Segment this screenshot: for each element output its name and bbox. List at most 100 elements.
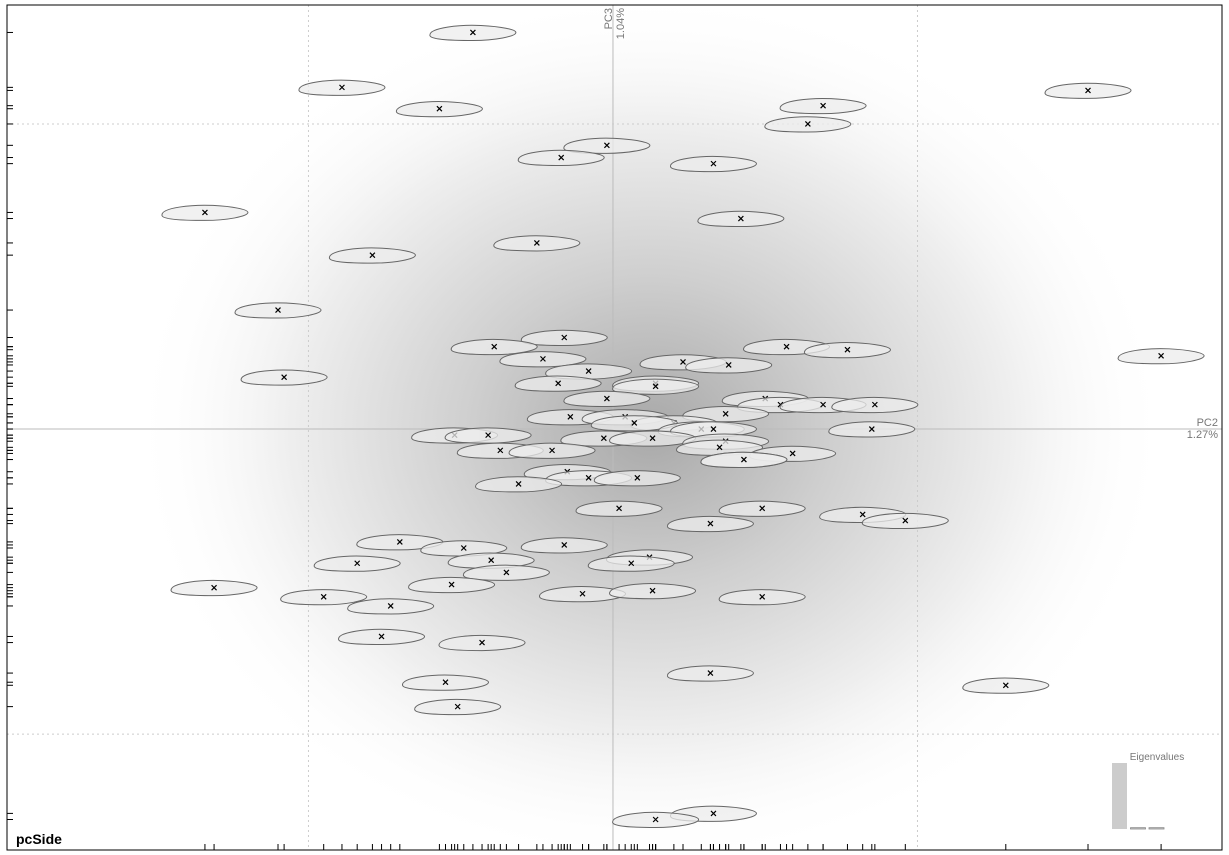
- point-marker: [859, 511, 866, 518]
- point: [517, 149, 605, 167]
- point: [718, 500, 806, 517]
- point: [962, 677, 1050, 694]
- point: [666, 515, 754, 533]
- point: [444, 427, 532, 444]
- point-marker: [759, 593, 766, 600]
- point-marker: [707, 520, 714, 527]
- point: [414, 698, 502, 716]
- y-axis-variance: 1.04%: [615, 8, 627, 39]
- point: [161, 204, 249, 221]
- point-marker: [387, 603, 394, 609]
- point-marker: [710, 426, 717, 432]
- point-marker: [585, 474, 592, 481]
- point: [700, 451, 788, 469]
- point: [676, 439, 764, 456]
- point: [450, 338, 538, 356]
- point: [666, 665, 754, 682]
- point-marker: [479, 639, 485, 646]
- point-marker: [579, 590, 586, 597]
- point-marker: [585, 368, 592, 374]
- point: [499, 351, 587, 368]
- point: [420, 540, 508, 557]
- point: [438, 634, 526, 652]
- y-axis-label: PC3: [603, 8, 615, 29]
- point-marker: [652, 383, 659, 390]
- point: [669, 155, 757, 173]
- point-marker: [202, 209, 208, 216]
- point-marker: [320, 593, 327, 600]
- point: [520, 537, 608, 554]
- point: [462, 564, 550, 581]
- point-marker: [369, 252, 376, 259]
- point: [831, 396, 919, 414]
- point-marker: [454, 703, 461, 710]
- point: [861, 512, 949, 530]
- point-marker: [1002, 682, 1009, 689]
- point-marker: [868, 426, 875, 432]
- point-marker: [436, 105, 443, 112]
- point: [234, 302, 322, 319]
- point: [520, 329, 608, 347]
- point: [563, 390, 651, 408]
- point-marker: [649, 435, 656, 442]
- point: [328, 247, 416, 264]
- plot-frame: [6, 4, 1223, 851]
- point-marker: [680, 358, 686, 365]
- point-marker: [533, 240, 540, 246]
- point-marker: [722, 410, 729, 417]
- eigenvalue-bar: [1112, 763, 1127, 829]
- point: [429, 24, 517, 41]
- point-marker: [759, 505, 766, 512]
- point-marker: [540, 355, 546, 362]
- point-marker: [555, 380, 562, 387]
- point-marker: [820, 102, 827, 109]
- point-marker: [902, 517, 909, 524]
- point-marker: [558, 154, 565, 161]
- point-marker: [631, 419, 638, 426]
- point-marker: [1085, 87, 1091, 94]
- point: [575, 500, 663, 517]
- point-marker: [515, 481, 522, 487]
- point: [587, 555, 675, 572]
- point-marker: [488, 557, 495, 564]
- point-marker: [396, 538, 403, 545]
- point: [590, 415, 678, 432]
- point-marker: [354, 560, 361, 567]
- point-marker: [616, 505, 622, 512]
- point-marker: [844, 346, 851, 353]
- point-marker: [710, 160, 717, 167]
- point-marker: [725, 362, 732, 368]
- point-marker: [740, 456, 747, 463]
- point: [408, 576, 496, 594]
- point-marker: [211, 584, 217, 591]
- point-marker: [871, 401, 878, 408]
- point: [697, 210, 785, 228]
- point: [828, 421, 916, 438]
- point: [764, 116, 852, 133]
- point: [593, 470, 681, 487]
- point-marker: [716, 444, 723, 451]
- point: [401, 674, 489, 691]
- point-marker: [649, 587, 656, 594]
- point-marker: [339, 84, 345, 91]
- point-marker: [503, 569, 510, 576]
- inset-title: Eigenvalues: [1130, 752, 1184, 763]
- point-marker: [491, 343, 498, 350]
- point-marker: [561, 542, 568, 548]
- point-marker: [1158, 352, 1165, 359]
- point: [612, 811, 700, 828]
- point-marker: [561, 334, 568, 341]
- point: [508, 442, 596, 459]
- point: [240, 369, 328, 386]
- point-marker: [567, 413, 574, 420]
- point-marker: [378, 633, 385, 640]
- point-marker: [469, 29, 476, 36]
- point-marker: [442, 679, 449, 686]
- eigenvalue-bar: [1130, 827, 1146, 830]
- point: [280, 589, 368, 606]
- point: [685, 357, 773, 374]
- point-marker: [549, 447, 555, 454]
- point-marker: [460, 545, 467, 551]
- point: [803, 342, 891, 359]
